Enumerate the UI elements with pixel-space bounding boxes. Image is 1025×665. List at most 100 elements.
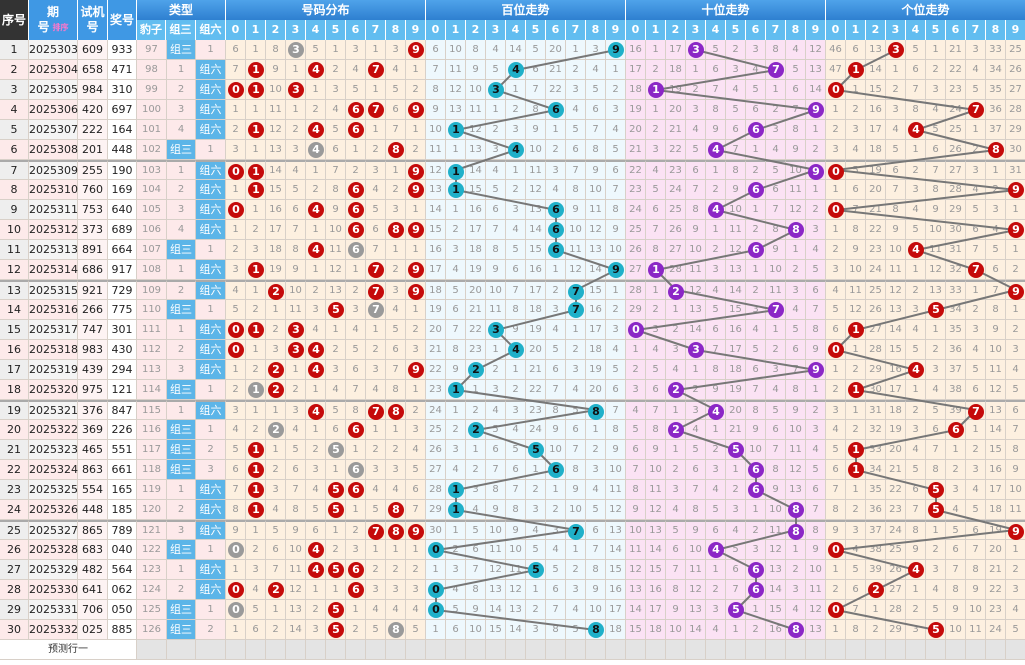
predict-cell[interactable] — [886, 640, 906, 660]
predict-cell[interactable] — [546, 640, 566, 660]
predict-cell[interactable] — [726, 640, 746, 660]
predict-cell[interactable] — [606, 640, 626, 660]
cell-hundreds-6: 6 — [546, 460, 566, 480]
predict-cell[interactable] — [826, 640, 846, 660]
cell-hundreds-9: 2 — [606, 300, 626, 320]
cell-tens-3: 4 — [686, 420, 706, 440]
predict-cell[interactable] — [986, 640, 1006, 660]
cell-tens-9: 6 — [806, 280, 826, 300]
predict-cell[interactable] — [746, 640, 766, 660]
cell-hundreds-5: 8 — [526, 100, 546, 120]
predict-cell[interactable] — [246, 640, 266, 660]
cell-tens-9: 7 — [806, 500, 826, 520]
cell-distribution-0: 0 — [226, 340, 246, 360]
cell-distribution-4: 4 — [306, 560, 326, 580]
predict-cell[interactable] — [286, 640, 306, 660]
predict-cell[interactable] — [706, 640, 726, 660]
cell-units-0: 1 — [826, 620, 846, 640]
cell-units-1: 11 — [846, 280, 866, 300]
cell-tens-1: 4 — [646, 340, 666, 360]
cell-tens-9: 2 — [806, 140, 826, 160]
row-zu3-badge: 组三 — [167, 380, 196, 400]
predict-cell[interactable] — [926, 640, 946, 660]
cell-tens-4: 4 — [706, 540, 726, 560]
row-zu3-count: 2 — [167, 340, 196, 360]
cell-hundreds-1: 1 — [446, 160, 466, 180]
ball-hundreds-0: 0 — [428, 582, 444, 598]
cell-units-3: 23 — [886, 500, 906, 520]
predict-cell[interactable] — [366, 640, 386, 660]
ball-tens-9: 9 — [808, 362, 824, 378]
row-trial-number: 747 — [78, 320, 108, 340]
predict-cell[interactable] — [306, 640, 326, 660]
cell-distribution-2: 2 — [266, 280, 286, 300]
predict-cell[interactable] — [266, 640, 286, 660]
predict-cell[interactable] — [1006, 640, 1025, 660]
cell-hundreds-9: 7 — [606, 180, 626, 200]
cell-hundreds-2: 17 — [466, 220, 486, 240]
cell-units-5: 5 — [926, 480, 946, 500]
predict-cell[interactable] — [846, 640, 866, 660]
predict-cell[interactable] — [966, 640, 986, 660]
predict-cell[interactable] — [526, 640, 546, 660]
predict-cell[interactable] — [766, 640, 786, 660]
predict-cell[interactable] — [406, 640, 426, 660]
predict-cell[interactable] — [586, 640, 606, 660]
cell-tens-5: 16 — [726, 320, 746, 340]
predict-cell[interactable] — [666, 640, 686, 660]
ball-units-1: 1 — [848, 382, 864, 398]
cell-tens-6: 3 — [746, 540, 766, 560]
predict-cell[interactable] — [137, 640, 167, 660]
cell-units-7: 5 — [966, 80, 986, 100]
table-row: 12 2025314 686 917 108 1 组六 3 1 19 9 1 12 1 7 2 9 17 4 19 9 6… — [0, 260, 1025, 280]
sort-icon[interactable]: 排序 — [52, 23, 69, 32]
cell-tens-0: 29 — [626, 300, 646, 320]
cell-tens-2: 3 — [666, 480, 686, 500]
cell-units-5: 13 — [926, 280, 946, 300]
predict-cell[interactable] — [167, 640, 196, 660]
cell-tens-5: 2 — [726, 480, 746, 500]
cell-hundreds-4: 4 — [506, 340, 526, 360]
cell-units-7: 5 — [966, 360, 986, 380]
cell-units-2: 35 — [866, 480, 886, 500]
cell-units-0: 9 — [826, 520, 846, 540]
predict-cells[interactable] — [137, 640, 1025, 660]
cell-tens-4: 3 — [706, 600, 726, 620]
cell-distribution-7: 3 — [366, 360, 386, 380]
predict-cell[interactable] — [566, 640, 586, 660]
table-row: 15 2025317 747 301 111 1 组六 0 1 2 3 4 1 4 1 5 2 20 7 22 3 9 19… — [0, 320, 1025, 340]
predict-cell[interactable] — [906, 640, 926, 660]
predict-cell[interactable] — [866, 640, 886, 660]
predict-cell[interactable] — [196, 640, 226, 660]
predict-cell[interactable] — [386, 640, 406, 660]
cell-distribution-0: 0 — [226, 80, 246, 100]
predict-cell[interactable] — [626, 640, 646, 660]
predict-cell[interactable] — [806, 640, 826, 660]
cell-distribution-7: 7 — [366, 300, 386, 320]
cell-hundreds-1: 1 — [446, 180, 466, 200]
row-zu6-badge: 组六 — [196, 280, 226, 300]
cell-hundreds-5: 2 — [526, 600, 546, 620]
cell-hundreds-9: 15 — [606, 560, 626, 580]
cell-hundreds-3: 15 — [486, 620, 506, 640]
predict-cell[interactable] — [466, 640, 486, 660]
predict-cell[interactable] — [486, 640, 506, 660]
predict-cell[interactable] — [346, 640, 366, 660]
predict-cell[interactable] — [686, 640, 706, 660]
predict-cell[interactable] — [946, 640, 966, 660]
predict-cell[interactable] — [506, 640, 526, 660]
row-zu3-count: 2 — [167, 80, 196, 100]
predict-cell[interactable] — [426, 640, 446, 660]
predict-cell[interactable] — [326, 640, 346, 660]
cell-hundreds-9: 10 — [606, 460, 626, 480]
header-issue[interactable]: 期 号排序 — [29, 0, 78, 40]
predict-cell[interactable] — [646, 640, 666, 660]
cell-hundreds-2: 4 — [466, 500, 486, 520]
cell-units-2: 16 — [866, 100, 886, 120]
cell-units-2: 25 — [866, 280, 886, 300]
predict-cell[interactable] — [446, 640, 466, 660]
cell-units-4: 5 — [906, 40, 926, 60]
predict-cell[interactable] — [786, 640, 806, 660]
cell-tens-0: 23 — [626, 180, 646, 200]
predict-cell[interactable] — [226, 640, 246, 660]
